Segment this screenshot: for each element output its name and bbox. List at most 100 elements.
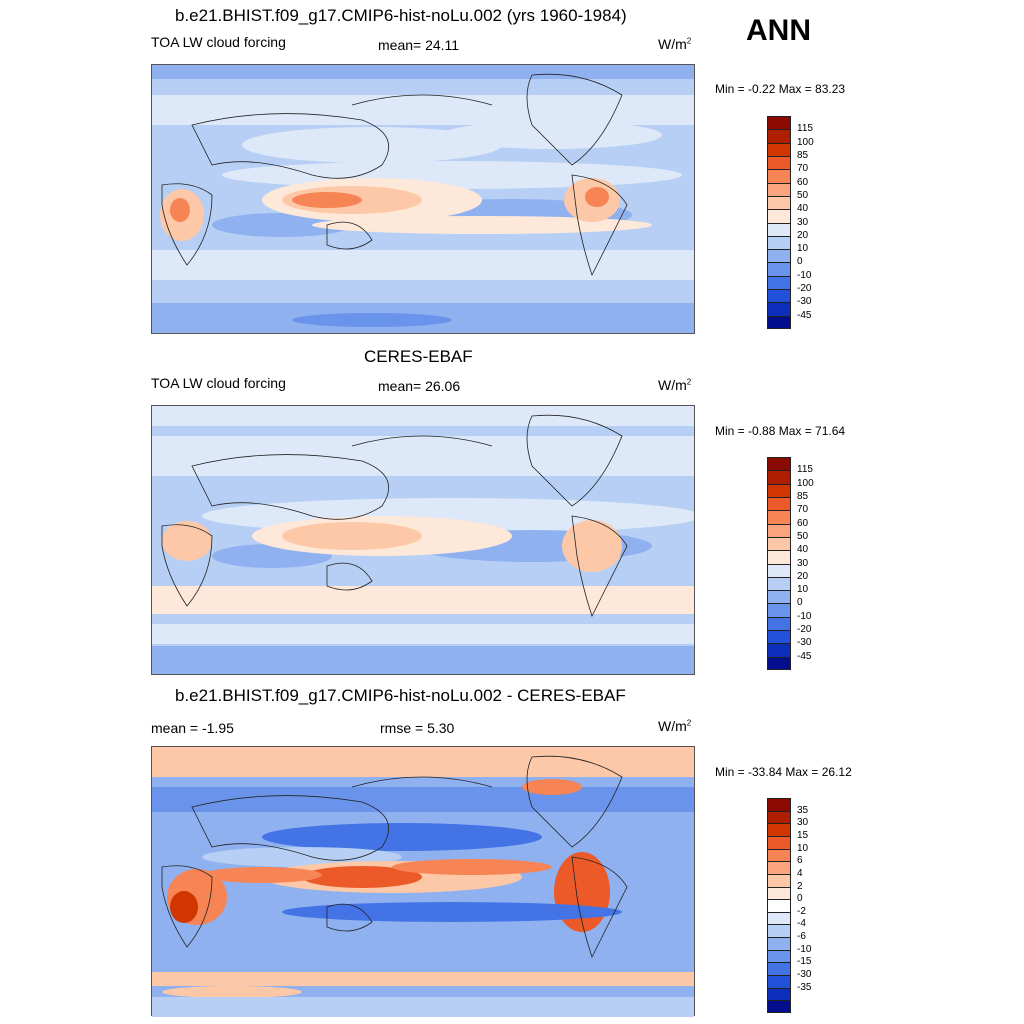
colorbar-tick-label: 10 [797, 243, 809, 255]
colorbar-tick-label: 2 [797, 880, 803, 892]
colorbar-swatch [767, 142, 791, 156]
colorbar-tick-label: 85 [797, 149, 809, 161]
colorbar-swatch [767, 470, 791, 484]
colorbar-tick-label: 50 [797, 189, 809, 201]
colorbar-swatch [767, 798, 791, 811]
panel-1-colorbar: 115 100 85 70 60 50 40 30 20 10 0 -10 -20 -30 -45 [767, 116, 814, 329]
colorbar-tick-label: 60 [797, 517, 809, 529]
panel-3-map [151, 746, 695, 1017]
colorbar-tick-label: 20 [797, 229, 809, 241]
colorbar-swatch [767, 289, 791, 303]
colorbar-swatch [767, 656, 791, 670]
season-label: ANN [746, 14, 811, 47]
colorbar-tick-label: -20 [797, 624, 812, 636]
colorbar-tick-label: 60 [797, 176, 809, 188]
colorbar-swatch [767, 937, 791, 950]
colorbar-swatch [767, 262, 791, 276]
colorbar-swatch [767, 576, 791, 591]
colorbar-tick-label: 10 [797, 842, 809, 854]
colorbar-swatch [767, 235, 791, 250]
colorbar-tick-label: 100 [797, 477, 814, 489]
colorbar-swatch [767, 886, 791, 900]
colorbar-tick-label: -2 [797, 905, 806, 917]
panel-1-map [151, 64, 695, 334]
colorbar-swatch [767, 835, 791, 849]
panel-3-colorbar: 35 30 15 10 6 4 2 0 -2 -4 -6 -10 -15 -30 -35 [767, 798, 811, 1013]
colorbar-tick-label: -15 [797, 956, 812, 968]
colorbar-swatch [767, 911, 791, 925]
panel-2-variable-label: TOA LW cloud forcing [151, 375, 286, 391]
colorbar-tick-label: 50 [797, 530, 809, 542]
colorbar-tick-label: -45 [797, 650, 812, 662]
colorbar-tick-label: 35 [797, 804, 809, 816]
colorbar-tick-label: -45 [797, 309, 812, 321]
colorbar-tick-label: 115 [797, 464, 813, 476]
colorbar-tick-label: 70 [797, 163, 809, 175]
colorbar-tick-label: 30 [797, 216, 809, 228]
colorbar-tick-label: 6 [797, 855, 803, 867]
colorbar-tick-label: 0 [797, 597, 803, 609]
colorbar-tick-label: 40 [797, 203, 809, 215]
colorbar-tick-label: 85 [797, 490, 809, 502]
colorbar-swatch [767, 899, 791, 912]
colorbar-tick-label: -35 [797, 981, 812, 993]
colorbar-tick-label: 10 [797, 584, 809, 596]
colorbar-swatch [767, 1000, 791, 1013]
panel-1-minmax: Min = -0.22 Max = 83.23 [715, 82, 846, 96]
colorbar-swatch [767, 873, 791, 887]
panel-1-units: W/m2 [658, 36, 692, 52]
colorbar-swatch [767, 209, 791, 223]
colorbar-swatch [767, 949, 791, 963]
panel-2-map [151, 405, 695, 675]
colorbar-swatch [767, 496, 791, 511]
colorbar-tick-label: 70 [797, 504, 809, 516]
colorbar-swatch [767, 630, 791, 644]
colorbar-swatch [767, 510, 791, 524]
panel-2-title: CERES-EBAF [364, 347, 473, 366]
colorbar-tick-label: 115 [797, 123, 813, 135]
colorbar-swatch [767, 195, 791, 210]
panel-3-units: W/m2 [658, 718, 692, 734]
colorbar-swatch [767, 536, 791, 551]
colorbar-tick-label: 30 [797, 557, 809, 569]
panel-2-minmax: Min = -0.88 Max = 71.64 [715, 424, 846, 438]
colorbar-tick-label: -30 [797, 296, 812, 308]
colorbar-swatch [767, 563, 791, 577]
colorbar-tick-label: -20 [797, 283, 812, 295]
panel-2-mean-label: mean= 26.06 [378, 378, 461, 394]
colorbar-swatch [767, 861, 791, 874]
colorbar-tick-label: 4 [797, 867, 803, 879]
colorbar-swatch [767, 848, 791, 862]
colorbar-swatch [767, 523, 791, 537]
colorbar-swatch [767, 315, 791, 329]
colorbar-tick-label: 30 [797, 817, 809, 829]
colorbar-tick-label: -30 [797, 969, 812, 981]
colorbar-swatch [767, 182, 791, 196]
colorbar-tick-label: -10 [797, 269, 812, 281]
panel-2-units: W/m2 [658, 377, 692, 393]
panel-1-title: b.e21.BHIST.f09_g17.CMIP6-hist-noLu.002 … [175, 6, 627, 25]
colorbar-tick-label: 40 [797, 544, 809, 556]
colorbar-swatch [767, 129, 791, 143]
colorbar-swatch [767, 590, 791, 604]
colorbar-tick-label: 15 [797, 829, 809, 841]
colorbar-swatch [767, 457, 791, 471]
colorbar-tick-label: -30 [797, 637, 812, 649]
colorbar-swatch [767, 550, 791, 564]
colorbar-swatch [767, 823, 791, 836]
colorbar-swatch [767, 962, 791, 976]
colorbar-tick-label: 100 [797, 136, 814, 148]
panel-3-mean-label: mean = -1.95 [151, 720, 234, 736]
colorbar-swatch [767, 155, 791, 170]
colorbar-tick-label: -4 [797, 918, 806, 930]
colorbar-swatch [767, 169, 791, 183]
panel-1-variable-label: TOA LW cloud forcing [151, 34, 286, 50]
colorbar-tick-label: -10 [797, 610, 812, 622]
colorbar-swatch [767, 603, 791, 617]
colorbar-swatch [767, 302, 791, 316]
colorbar-tick-label: -6 [797, 931, 806, 943]
panel-3-rmse-label: rmse = 5.30 [380, 720, 455, 736]
colorbar-swatch [767, 987, 791, 1001]
colorbar-swatch [767, 249, 791, 263]
panel-1-mean-label: mean= 24.11 [378, 37, 460, 53]
